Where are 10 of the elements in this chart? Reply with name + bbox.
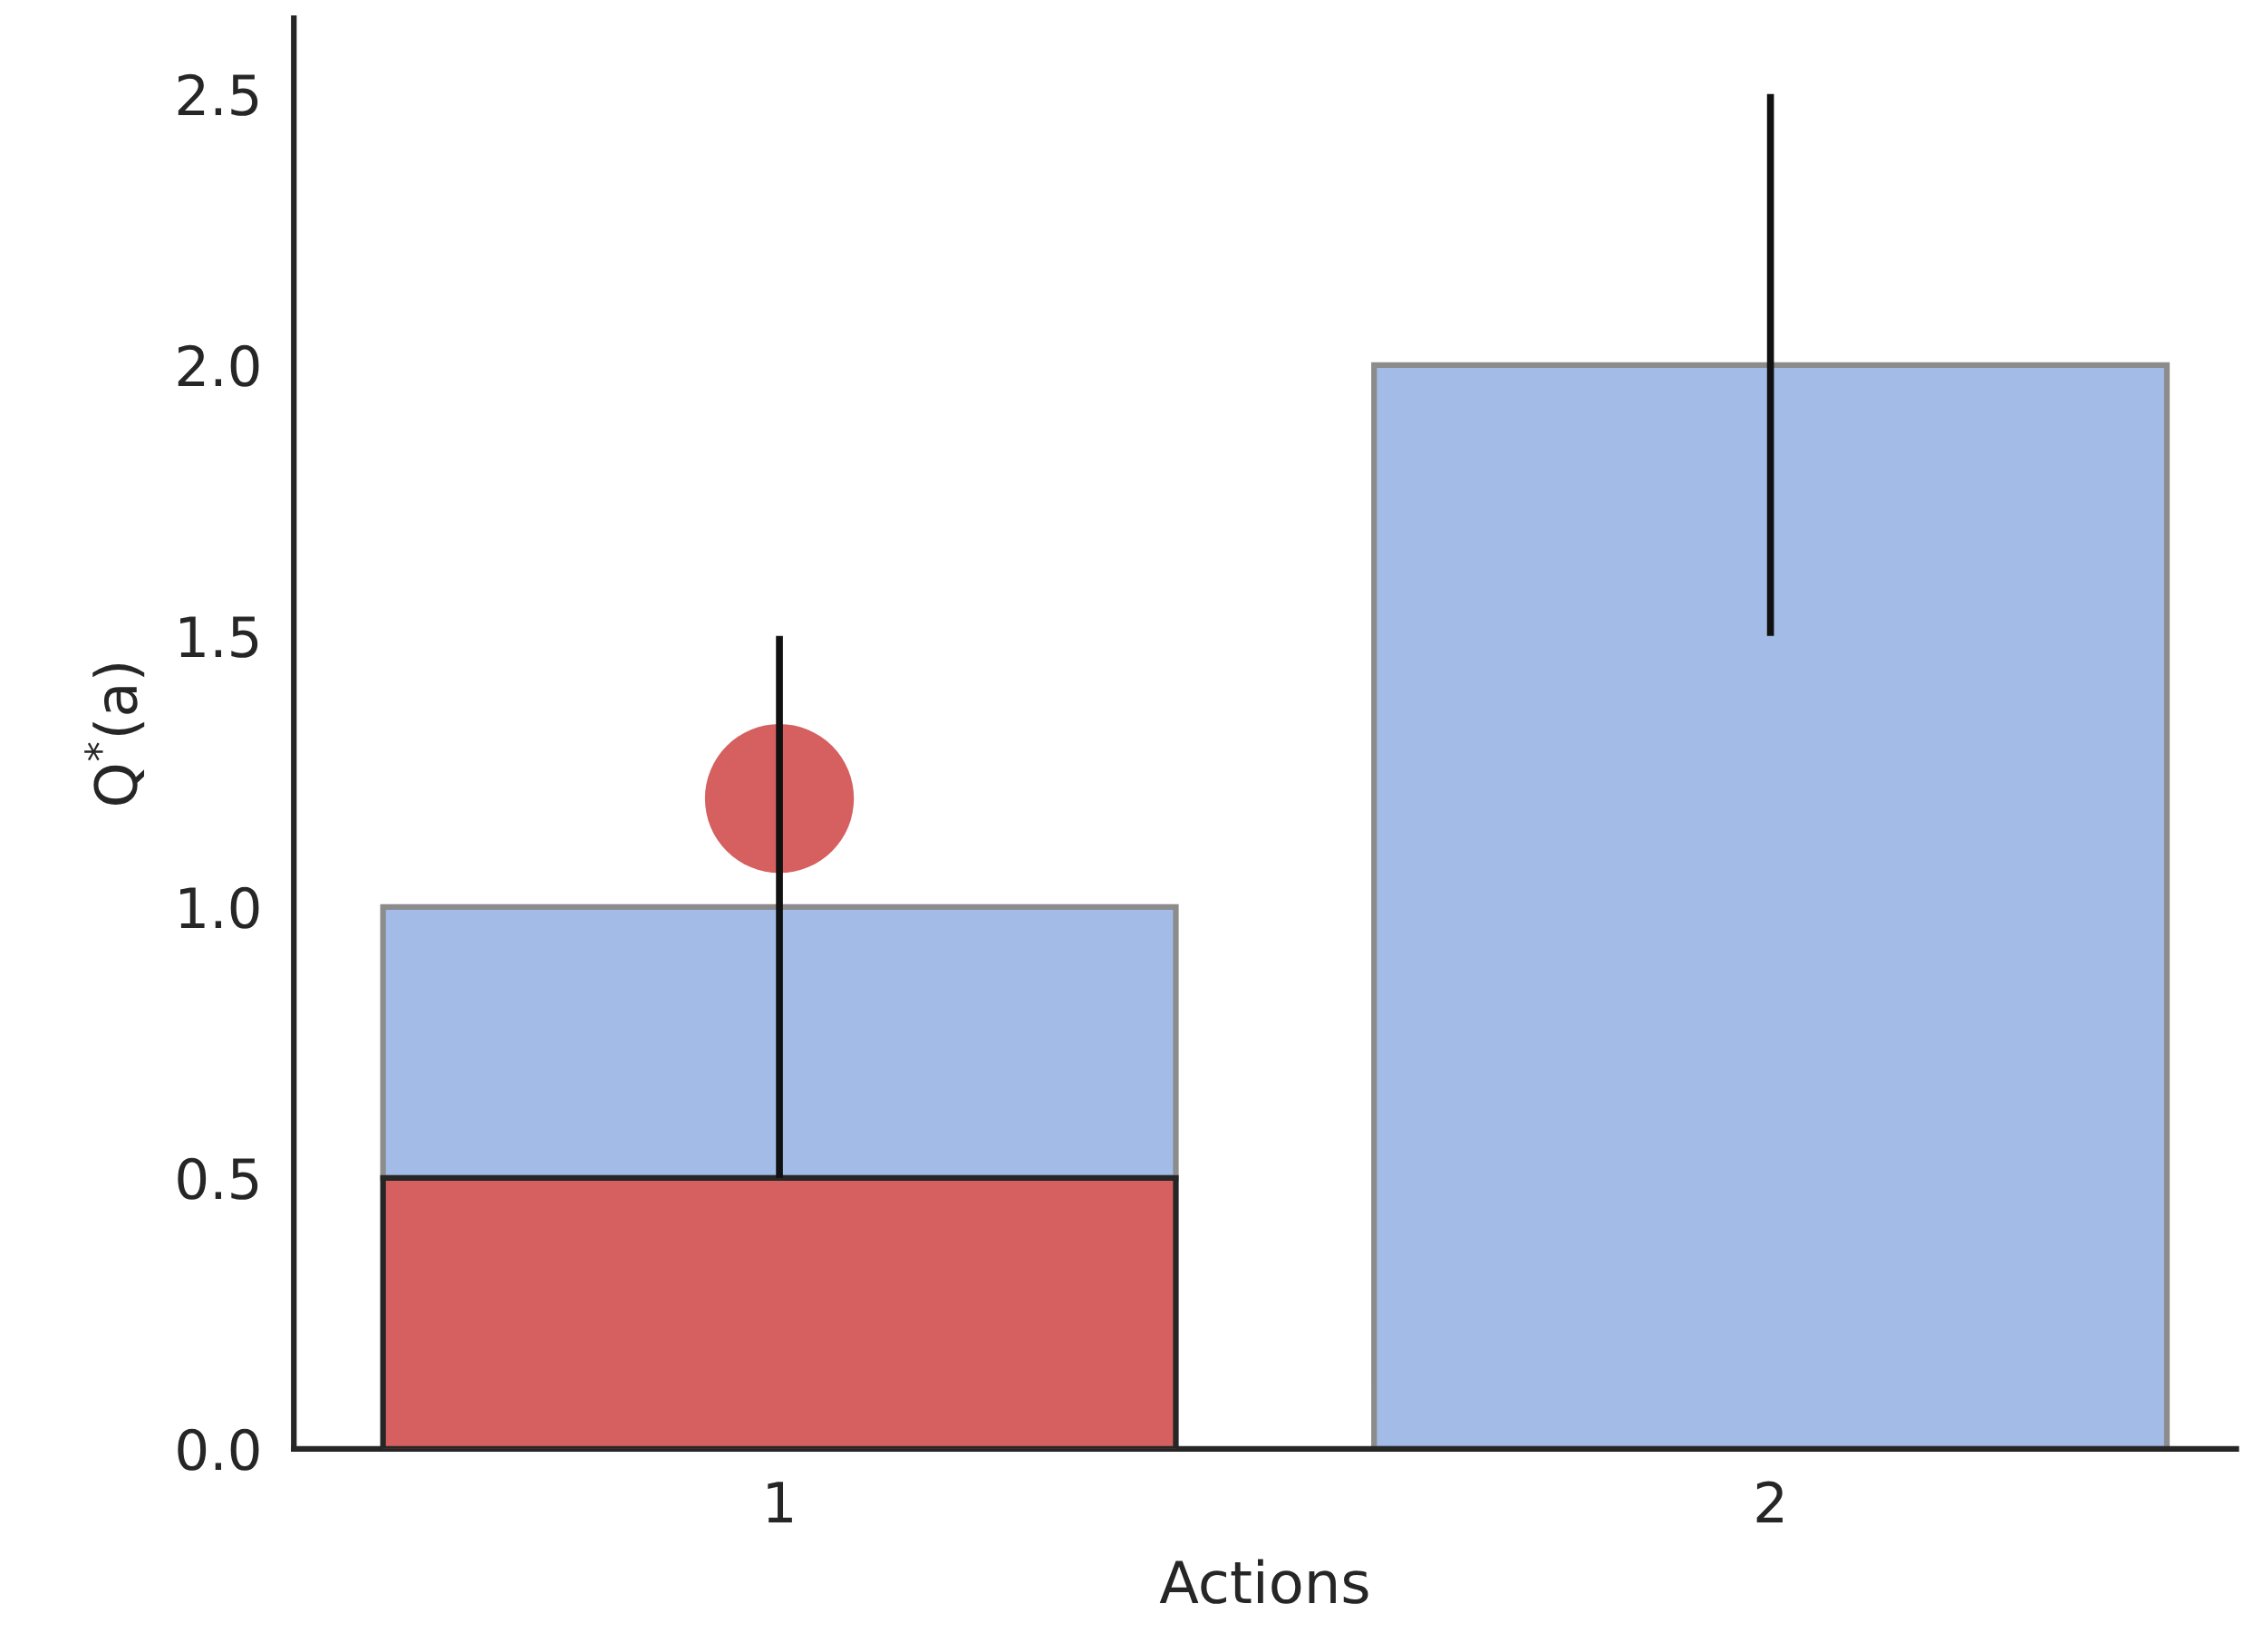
x-tick-label: 1 — [768, 1482, 792, 1522]
y-tick-label: 1.5 — [180, 616, 258, 658]
y-tick-label: 0.0 — [178, 1428, 259, 1471]
x-axis-title: Actions — [1159, 1559, 1368, 1604]
y-tick-label: 2.5 — [178, 73, 258, 116]
x-tick-label: 2 — [1756, 1481, 1783, 1522]
y-tick-label: 1.0 — [180, 886, 259, 929]
y-axis-title: Q$^{*}$(a) — [84, 663, 145, 805]
y-tick-label: 2.0 — [178, 344, 259, 387]
y-tick-label: 0.5 — [178, 1157, 258, 1200]
